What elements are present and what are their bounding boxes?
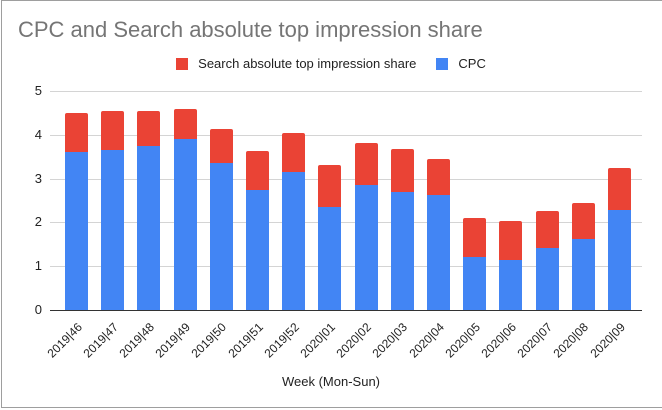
bar-segment-search-share[interactable]	[571, 202, 595, 239]
legend-label: Search absolute top impression share	[198, 56, 417, 71]
y-tick-label: 5	[34, 83, 42, 98]
chart-legend: Search absolute top impression share CPC	[0, 56, 662, 71]
bar-segment-cpc[interactable]	[354, 185, 378, 310]
bar-segment-cpc[interactable]	[282, 172, 306, 310]
y-tick-label: 3	[34, 171, 42, 186]
bar-segment-cpc[interactable]	[137, 145, 161, 310]
bar-segment-search-share[interactable]	[65, 113, 88, 153]
bar-segment-search-share[interactable]	[101, 110, 125, 151]
chart-title: CPC and Search absolute top impression s…	[18, 17, 483, 42]
bar-segment-cpc[interactable]	[535, 248, 559, 310]
bar-segment-cpc[interactable]	[173, 139, 197, 310]
bar-segment-cpc[interactable]	[390, 191, 414, 310]
bar-segment-search-share[interactable]	[318, 165, 342, 208]
bar-segment-cpc[interactable]	[65, 152, 88, 310]
bar-segment-cpc[interactable]	[499, 259, 523, 310]
gridline	[50, 135, 642, 136]
bar-segment-cpc[interactable]	[463, 257, 487, 310]
y-tick-label: 4	[34, 127, 42, 142]
legend-item-cpc[interactable]: CPC	[436, 56, 486, 71]
bar-segment-cpc[interactable]	[246, 190, 269, 310]
bar-segment-cpc[interactable]	[318, 207, 342, 310]
bar-segment-search-share[interactable]	[282, 132, 306, 173]
bar-segment-search-share[interactable]	[608, 167, 631, 211]
bar-segment-search-share[interactable]	[390, 149, 414, 192]
y-tick-label: 0	[34, 302, 42, 317]
legend-item-search-share[interactable]: Search absolute top impression share	[176, 56, 416, 71]
bar-segment-search-share[interactable]	[209, 128, 233, 164]
y-tick-label: 2	[34, 214, 42, 229]
bar-segment-search-share[interactable]	[246, 151, 269, 191]
gridline	[50, 179, 642, 180]
x-axis-title: Week (Mon-Sun)	[281, 374, 380, 389]
legend-swatch-red-icon	[176, 57, 189, 70]
bar-segment-search-share[interactable]	[173, 108, 197, 140]
gridline	[50, 222, 642, 223]
y-tick-label: 1	[34, 258, 42, 273]
bar-segment-cpc[interactable]	[571, 238, 595, 310]
bar-segment-search-share[interactable]	[137, 110, 161, 146]
bar-segment-cpc[interactable]	[101, 150, 125, 310]
bar-segment-search-share[interactable]	[463, 218, 487, 258]
bar-segment-cpc[interactable]	[427, 194, 450, 310]
legend-swatch-blue-icon	[436, 57, 449, 70]
bar-segment-search-share[interactable]	[427, 159, 450, 195]
legend-label: CPC	[458, 56, 486, 71]
bar-segment-search-share[interactable]	[535, 210, 559, 249]
x-axis-line	[50, 310, 642, 311]
gridline	[50, 91, 642, 92]
bar-segment-search-share[interactable]	[354, 142, 378, 186]
bar-segment-cpc[interactable]	[209, 163, 233, 310]
bar-segment-cpc[interactable]	[608, 210, 631, 310]
bar-segment-search-share[interactable]	[499, 220, 523, 260]
gridline	[50, 266, 642, 267]
